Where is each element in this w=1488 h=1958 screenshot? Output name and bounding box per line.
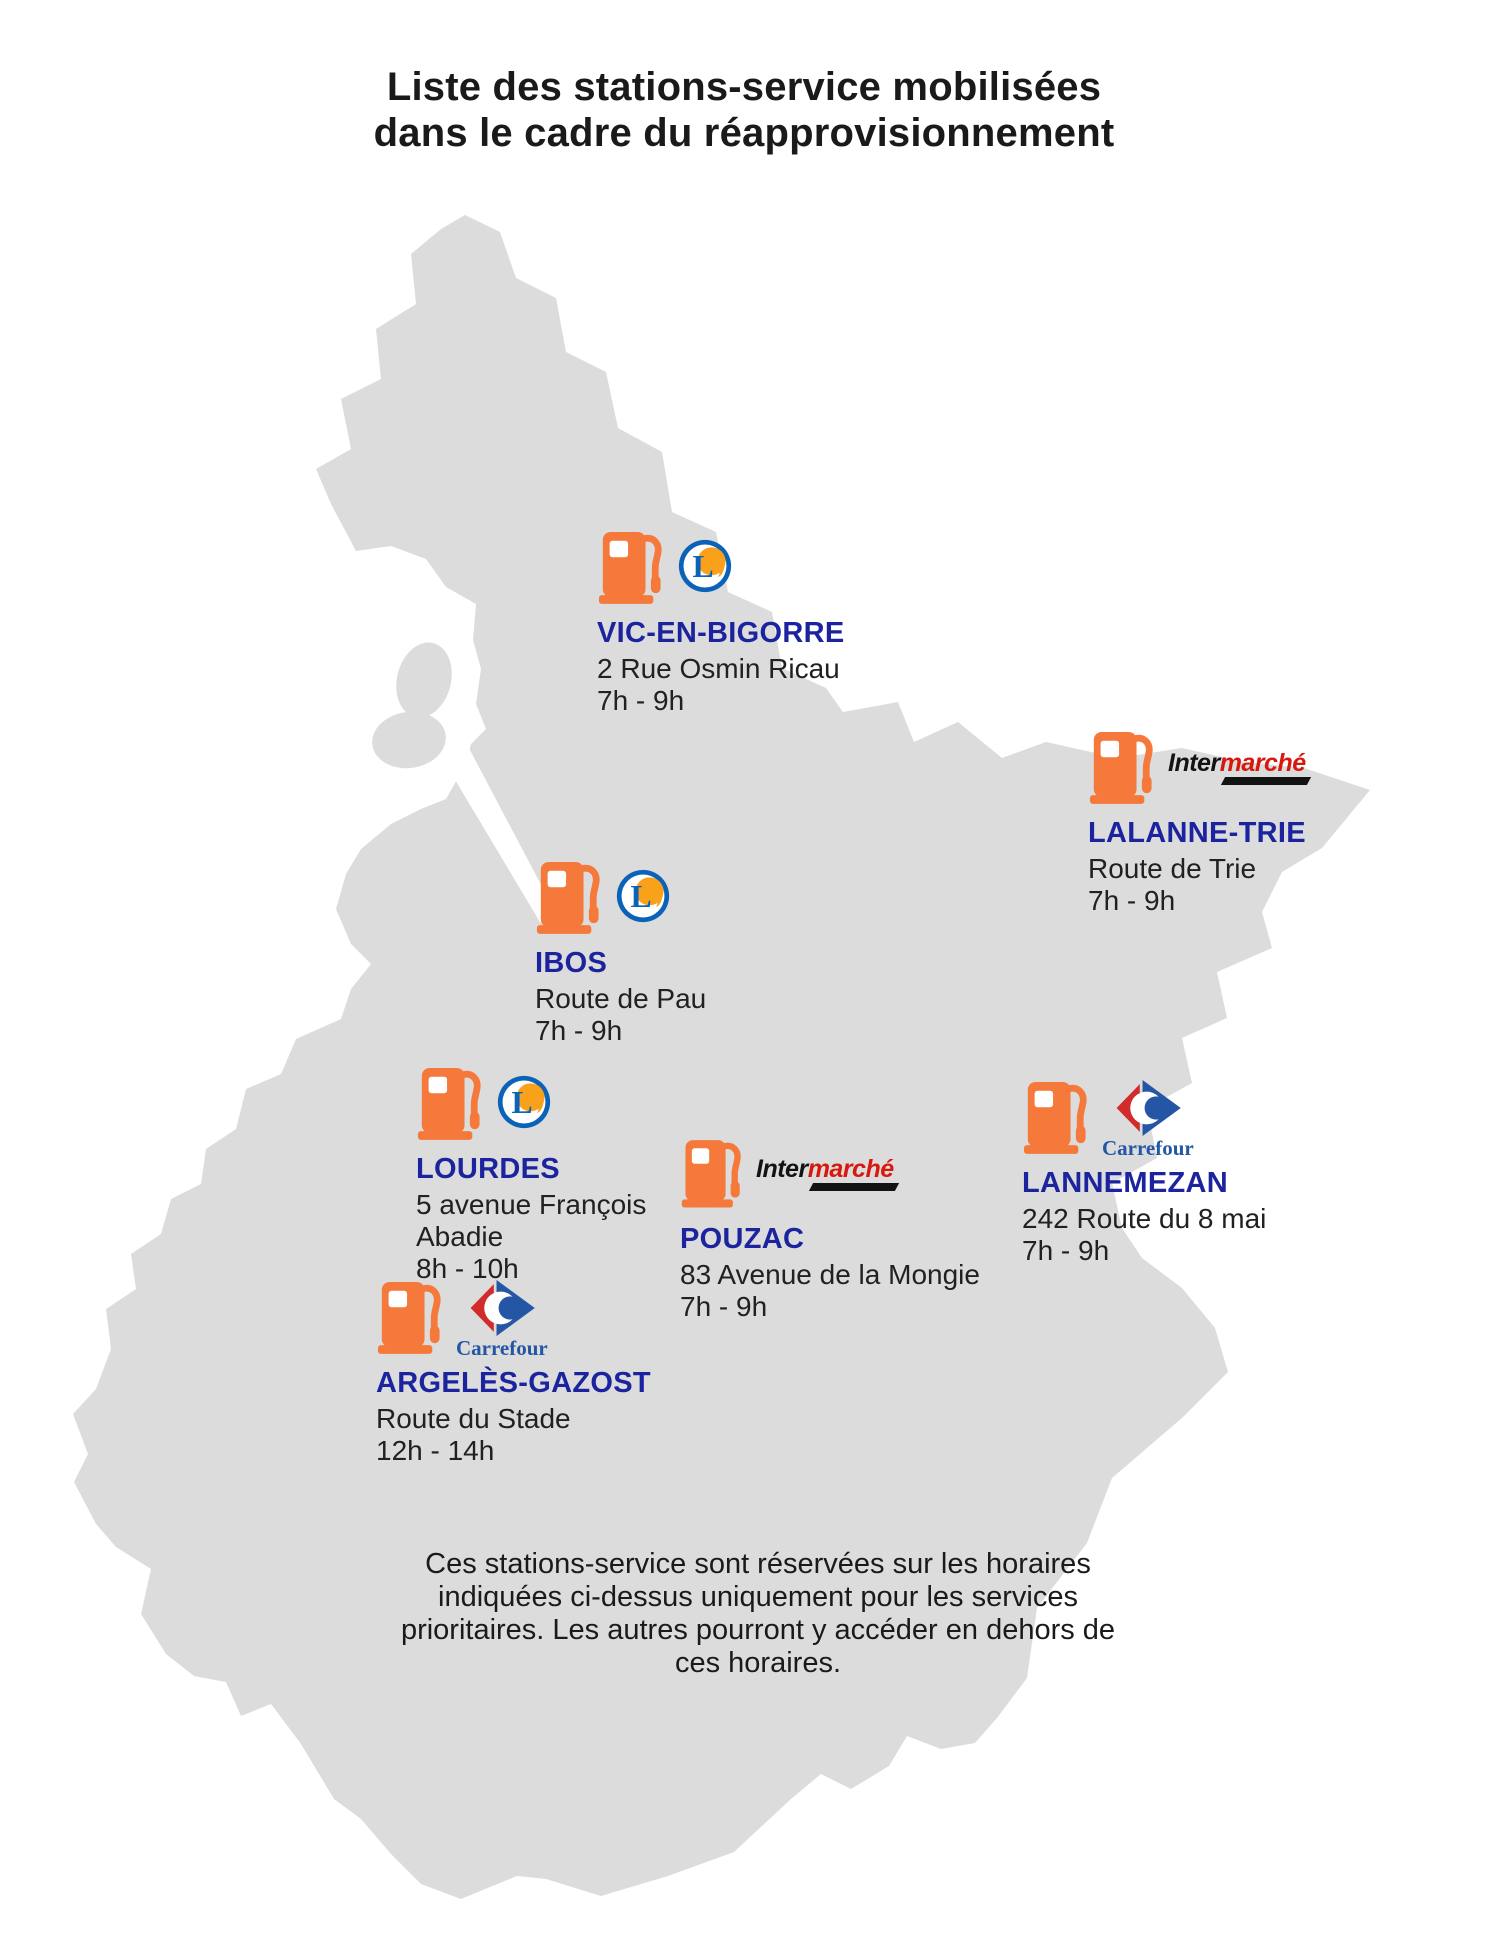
fuel-pump-icon [598,532,662,604]
station-hours: 7h - 9h [1022,1235,1110,1266]
infographic-title: Liste des stations-service mobilisées da… [0,64,1488,156]
station-hours: 7h - 9h [1088,885,1176,916]
reservation-note: Ces stations-service sont réservées sur … [358,1548,1158,1680]
leclerc-logo-icon: L [616,869,670,923]
station-name: LOURDES [416,1153,560,1185]
station-hours: 12h - 14h [376,1435,495,1466]
station-icons: Carrefour [376,1278,651,1359]
leclerc-letter: L [693,549,714,584]
fuel-pump-icon [417,1068,481,1140]
carrefour-diamond-icon [470,1280,535,1336]
station-icons: Intermarché [1088,728,1311,804]
intermarche-logo-marche: marché [1219,749,1306,777]
station-icons: Intermarché [680,1134,980,1210]
intermarche-logo-marche: marché [807,1155,894,1183]
station-icons: L [416,1064,668,1140]
carrefour-logo: Carrefour [456,1280,548,1359]
carrefour-logo-label: Carrefour [1102,1136,1194,1160]
station-lalanne-trie: Intermarché LALANNE-TRIE Route de Trie 7… [1088,728,1311,917]
station-address: Route du Stade [376,1403,571,1434]
station-address: 242 Route du 8 mai [1022,1203,1267,1234]
leclerc-letter: L [631,879,652,914]
note-line-4: ces horaires. [674,1647,841,1679]
note-line-1: Ces stations-service sont réservées sur … [425,1548,1091,1580]
carrefour-logo: Carrefour [1102,1080,1194,1159]
station-name: VIC-EN-BIGORRE [597,617,845,649]
station-icons: L [535,858,706,934]
intermarche-logo-bar [808,1183,899,1191]
fuel-pump-icon [1023,1082,1087,1154]
station-lourdes: L LOURDES 5 avenue François Abadie 8h - … [416,1064,668,1285]
station-address: 5 avenue François Abadie [416,1189,647,1252]
station-ibos: L IBOS Route de Pau 7h - 9h [535,858,706,1047]
intermarche-logo-inter: Inter [1168,749,1220,777]
station-icons: L [597,528,845,604]
fuel-pump-icon [681,1140,741,1208]
map-border-inlet [436,716,560,922]
station-name: LANNEMEZAN [1022,1167,1228,1199]
station-address: 2 Rue Osmin Ricau [597,653,840,684]
station-hours: 7h - 9h [535,1015,623,1046]
carrefour-diamond-icon [1116,1080,1181,1136]
station-address: Route de Trie [1088,853,1257,884]
station-name: IBOS [535,947,608,979]
station-hours: 7h - 9h [680,1291,768,1322]
intermarche-logo: Intermarché [756,1155,899,1191]
station-lannemezan: Carrefour LANNEMEZAN 242 Route du 8 mai … [1022,1078,1266,1267]
map-exclave-north [396,642,452,718]
fuel-pump-icon [377,1282,441,1354]
title-line-2: dans le cadre du réapprovisionnement [373,111,1115,155]
map-main-outline [73,215,1370,1899]
note-line-2: indiquées ci-dessus uniquement pour les … [438,1581,1078,1613]
station-name: LALANNE-TRIE [1088,817,1306,849]
station-vic-en-bigorre: L VIC-EN-BIGORRE 2 Rue Osmin Ricau 7h - … [597,528,845,717]
station-pouzac: Intermarché POUZAC 83 Avenue de la Mongi… [680,1134,980,1323]
station-icons: Carrefour [1022,1078,1266,1159]
station-hours: 7h - 9h [597,685,685,716]
title-line-1: Liste des stations-service mobilisées [386,65,1102,109]
map-exclave-south [372,711,446,769]
intermarche-logo: Intermarché [1168,749,1311,785]
intermarche-logo-inter: Inter [756,1155,808,1183]
station-hours: 8h - 10h [416,1253,519,1284]
intermarche-logo-bar [1220,777,1311,785]
station-address: Route de Pau [535,983,707,1014]
station-name: POUZAC [680,1223,805,1255]
station-name: ARGELÈS-GAZOST [376,1367,651,1399]
fuel-pump-icon [536,862,600,934]
carrefour-logo-label: Carrefour [456,1336,548,1360]
fuel-pump-icon [1089,732,1153,804]
leclerc-logo-icon: L [678,539,732,593]
station-address: 83 Avenue de la Mongie [680,1259,980,1290]
leclerc-letter: L [512,1085,533,1120]
note-line-3: prioritaires. Les autres pourront y accé… [400,1614,1116,1646]
leclerc-logo-icon: L [497,1075,551,1129]
station-argeles-gazost: Carrefour ARGELÈS-GAZOST Route du Stade … [376,1278,651,1467]
